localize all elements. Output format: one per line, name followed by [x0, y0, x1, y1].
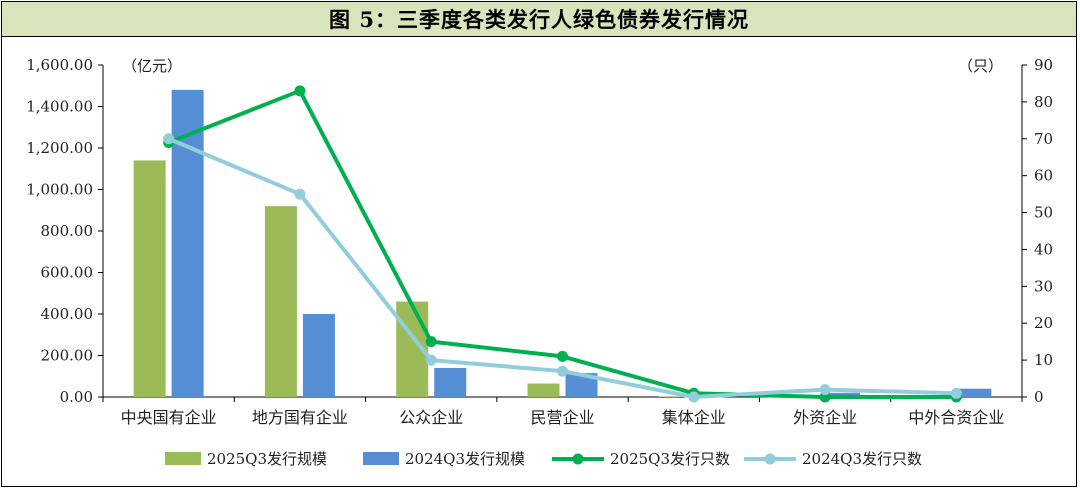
left-tick-label: 1,600.00	[26, 56, 93, 74]
left-tick-label: 800.00	[41, 222, 94, 240]
bar-2025q3-scale	[264, 206, 297, 397]
legend-2024q3-count-marker	[764, 453, 776, 465]
legend-2025q3-scale-swatch	[165, 452, 201, 465]
category-label: 公众企业	[399, 408, 463, 427]
point-2024q3-count	[557, 365, 568, 377]
left-axis-unit: （亿元）	[122, 57, 182, 75]
left-tick-label: 600.00	[41, 264, 94, 282]
point-2025q3-count	[557, 350, 568, 362]
legend-2024q3-scale-swatch	[363, 452, 399, 465]
category-label: 民营企业	[530, 408, 594, 427]
point-2024q3-count	[425, 354, 437, 366]
bar-2024q3-scale	[434, 367, 467, 397]
right-tick-label: 50	[1034, 204, 1053, 222]
right-tick-label: 10	[1034, 351, 1053, 369]
right-tick-label: 40	[1034, 240, 1053, 258]
point-2025q3-count	[425, 336, 437, 348]
left-tick-label: 400.00	[41, 305, 94, 323]
point-2024q3-count	[950, 387, 962, 399]
right-tick-label: 20	[1034, 314, 1053, 332]
right-tick-label: 80	[1034, 93, 1053, 111]
bar-2024q3-scale	[959, 388, 992, 397]
point-2025q3-count	[294, 85, 306, 97]
left-tick-label: 1,000.00	[26, 181, 93, 199]
left-tick-label: 0.00	[60, 388, 93, 406]
bar-2025q3-scale	[133, 160, 166, 397]
category-label: 集体企业	[662, 408, 726, 427]
right-tick-label: 90	[1034, 56, 1053, 74]
legend-2025q3-count-label: 2025Q3发行只数	[610, 450, 730, 468]
legend-2025q3-scale-label: 2025Q3发行规模	[207, 450, 327, 468]
title-bar: 图 5：三季度各类发行人绿色债券发行情况	[2, 2, 1076, 37]
category-label: 外资企业	[793, 408, 857, 427]
legend-2025q3-count-marker	[572, 453, 584, 465]
left-tick-label: 200.00	[41, 347, 94, 365]
category-label: 中外合资企业	[908, 408, 1004, 427]
right-tick-label: 60	[1034, 167, 1053, 185]
point-2024q3-count	[688, 391, 700, 403]
left-tick-label: 1,400.00	[26, 98, 93, 116]
bar-2024q3-scale	[828, 392, 861, 397]
category-label: 中央国有企业	[121, 408, 217, 427]
chart-title: 图 5：三季度各类发行人绿色债券发行情况	[329, 7, 749, 32]
right-tick-label: 70	[1034, 130, 1053, 148]
bar-2024q3-scale	[302, 314, 335, 397]
right-tick-label: 0	[1034, 388, 1044, 406]
right-axis-unit: （只）	[958, 57, 1003, 75]
right-tick-label: 30	[1034, 277, 1053, 295]
legend-2024q3-scale-label: 2024Q3发行规模	[405, 450, 525, 468]
category-label: 地方国有企业	[252, 408, 348, 427]
point-2024q3-count	[819, 384, 831, 396]
point-2024q3-count	[163, 133, 175, 145]
point-2024q3-count	[294, 188, 306, 200]
left-tick-label: 1,200.00	[26, 139, 93, 157]
bar-2024q3-scale	[565, 373, 598, 397]
legend-2024q3-count-label: 2024Q3发行只数	[802, 450, 922, 468]
bar-2025q3-scale	[527, 383, 560, 397]
